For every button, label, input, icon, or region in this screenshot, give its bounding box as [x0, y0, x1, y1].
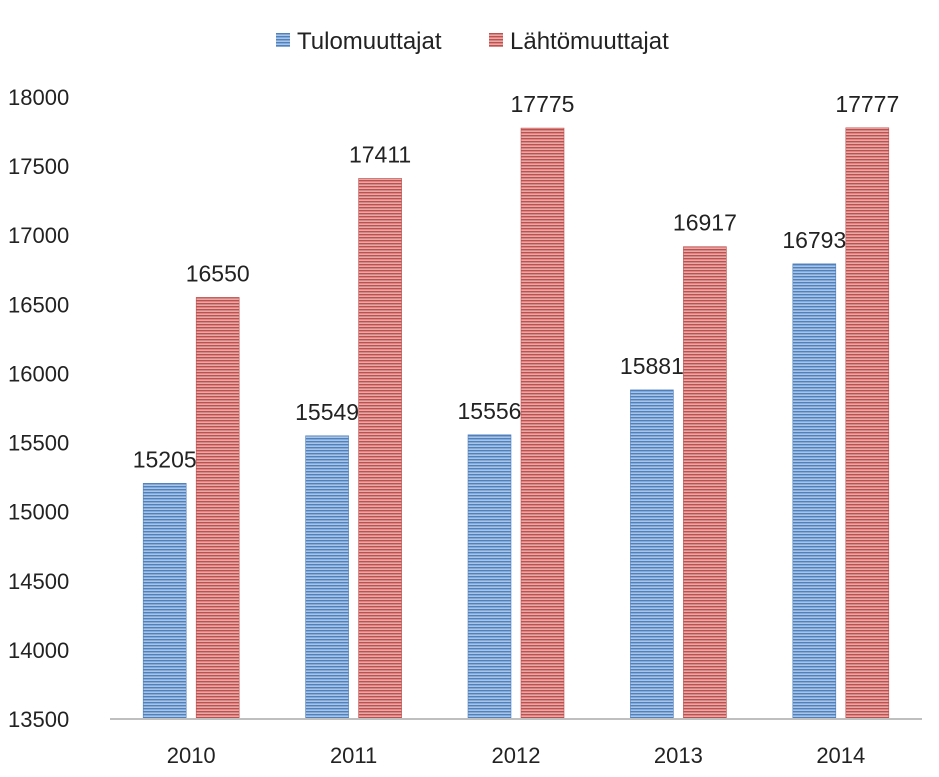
legend: Tulomuuttajat Lähtömuuttajat [276, 28, 669, 55]
data-label: 17775 [511, 91, 575, 117]
data-label: 16550 [186, 260, 250, 286]
x-tick-label: 2011 [330, 743, 377, 768]
bar-tulomuuttajat-2010 [142, 483, 187, 720]
x-tick-label: 2012 [492, 743, 541, 768]
data-label: 16793 [782, 227, 846, 253]
data-label: 15556 [458, 398, 522, 424]
data-label: 15881 [620, 353, 684, 379]
bar-tulomuuttajat-2013 [630, 389, 674, 720]
data-label: 15549 [295, 399, 359, 425]
x-tick-label: 2014 [816, 743, 865, 768]
x-tick-label: 2010 [167, 743, 216, 768]
bar-tulomuuttajat-2012 [467, 434, 512, 720]
y-tick-label: 13500 [8, 707, 69, 732]
y-tick-label: 14000 [8, 638, 69, 663]
x-tick-label: 2013 [654, 743, 703, 768]
bar-lahtomuuttajat-2011 [358, 178, 402, 720]
y-axis: 13500 14000 14500 15000 15500 16000 16500 17000… [8, 85, 69, 732]
y-tick-label: 15000 [8, 500, 69, 525]
bar-lahtomuuttajat-2010 [195, 297, 240, 720]
legend-label-2: Lähtömuuttajat [510, 28, 669, 55]
bars: 15205 16550 15549 17411 15556 17775 15881 16917… [133, 91, 899, 720]
data-label: 17411 [349, 141, 411, 167]
y-tick-label: 14500 [8, 569, 69, 594]
y-tick-label: 15500 [8, 431, 69, 456]
legend-label-1: Tulomuuttajat [297, 28, 442, 55]
y-tick-label: 16500 [8, 292, 69, 317]
data-label: 15205 [133, 446, 197, 472]
legend-swatch-1 [276, 33, 290, 47]
data-label: 17777 [835, 91, 899, 117]
bar-lahtomuuttajat-2014 [845, 127, 890, 720]
bar-tulomuuttajat-2011 [305, 435, 349, 720]
legend-swatch-2 [489, 33, 503, 47]
y-tick-label: 18000 [8, 85, 69, 110]
x-axis: 2010 2011 2012 2013 2014 [110, 718, 922, 768]
bar-lahtomuuttajat-2013 [683, 246, 727, 720]
bar-tulomuuttajat-2014 [792, 263, 837, 720]
bar-lahtomuuttajat-2012 [520, 127, 565, 720]
y-tick-label: 17000 [8, 223, 69, 248]
y-tick-label: 16000 [8, 361, 69, 386]
y-tick-label: 17500 [8, 154, 69, 179]
data-label: 16917 [673, 210, 737, 236]
